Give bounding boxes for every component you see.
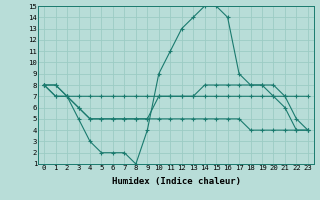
X-axis label: Humidex (Indice chaleur): Humidex (Indice chaleur) [111,177,241,186]
